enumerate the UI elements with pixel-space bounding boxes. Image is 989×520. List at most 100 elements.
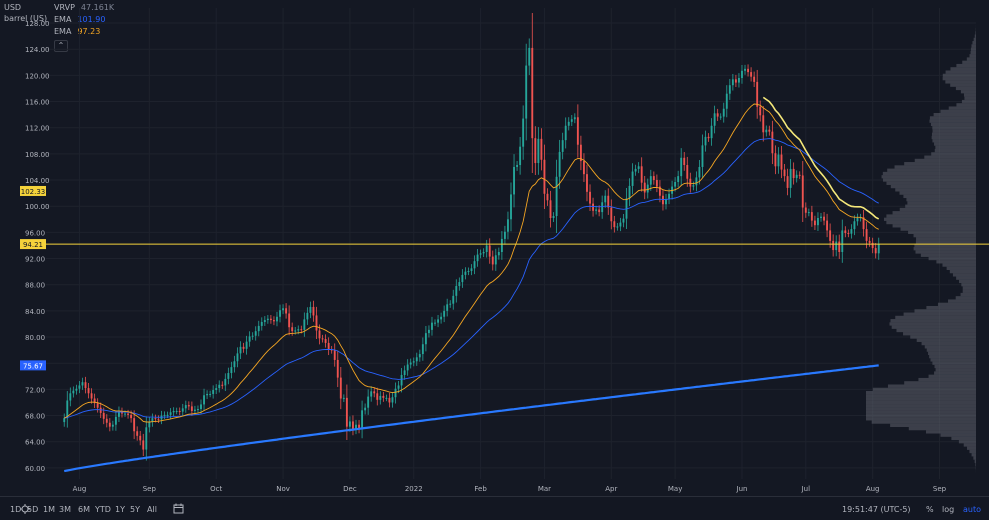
candle-body bbox=[483, 252, 485, 253]
y-tick-label: 124.00 bbox=[25, 46, 50, 54]
volume-profile-bar bbox=[973, 456, 976, 459]
volume-profile-bar bbox=[971, 51, 976, 54]
candle-body bbox=[504, 232, 506, 239]
volume-profile-bar bbox=[914, 309, 976, 312]
y-tick-label: 108.00 bbox=[25, 151, 50, 159]
volume-profile-bar bbox=[889, 322, 976, 325]
candle-body bbox=[103, 413, 105, 419]
candle-body bbox=[477, 255, 479, 262]
volume-profile-bar bbox=[882, 175, 976, 178]
volume-profile-bar bbox=[900, 208, 976, 211]
candle-body bbox=[571, 119, 573, 122]
candle-body bbox=[635, 169, 637, 172]
candle-body bbox=[145, 427, 147, 449]
y-tick-label: 64.00 bbox=[25, 439, 45, 447]
candle-body bbox=[717, 113, 719, 116]
candle-body bbox=[279, 310, 281, 317]
timeframe-1m-button[interactable]: 1M bbox=[43, 505, 55, 514]
candle-body bbox=[683, 158, 685, 165]
volume-profile-bar bbox=[895, 316, 976, 319]
volume-profile-bar bbox=[969, 450, 976, 453]
candle-body bbox=[91, 393, 93, 398]
volume-profile-bar bbox=[936, 260, 976, 263]
candle-body bbox=[434, 323, 436, 324]
candle-body bbox=[227, 373, 229, 379]
volume-profile-bar bbox=[893, 224, 976, 227]
volume-profile-bar bbox=[947, 267, 976, 270]
clock: 19:51:47 (UTC-5) bbox=[842, 505, 911, 514]
candle-body bbox=[291, 327, 293, 331]
volume-profile-bar bbox=[866, 414, 976, 417]
candle-body bbox=[711, 126, 713, 138]
timeframe-3m-button[interactable]: 3M bbox=[59, 505, 71, 514]
candle-body bbox=[480, 253, 482, 254]
x-tick-label: May bbox=[668, 485, 682, 493]
volume-profile-bar bbox=[866, 407, 976, 410]
candle-body bbox=[124, 414, 126, 415]
candle-body bbox=[69, 393, 71, 400]
volume-profile-bar bbox=[890, 319, 976, 322]
timeframe-ytd-button[interactable]: YTD bbox=[95, 505, 111, 514]
volume-profile-bar bbox=[895, 165, 976, 168]
volume-profile-bar bbox=[908, 231, 976, 234]
x-tick-label: Feb bbox=[474, 485, 487, 493]
candle-body bbox=[258, 326, 260, 331]
candle-body bbox=[443, 311, 445, 317]
y-tick-label: 84.00 bbox=[25, 308, 45, 316]
log-scale-button[interactable]: log bbox=[942, 505, 954, 514]
candle-body bbox=[720, 117, 722, 118]
timeframe-all-button[interactable]: All bbox=[147, 505, 157, 514]
volume-profile-bar bbox=[950, 84, 976, 87]
candle-body bbox=[714, 113, 716, 125]
candle-body bbox=[632, 172, 634, 186]
volume-profile-bar bbox=[934, 142, 976, 145]
volume-profile-bar bbox=[866, 391, 976, 394]
volume-profile-bar bbox=[940, 110, 976, 113]
candle-body bbox=[85, 382, 87, 388]
timeframe-5y-button[interactable]: 5Y bbox=[130, 505, 140, 514]
volume-profile-bar bbox=[935, 365, 976, 368]
volume-profile-bar bbox=[932, 136, 976, 139]
candle-body bbox=[756, 82, 758, 107]
candle-body bbox=[510, 194, 512, 219]
candle-body bbox=[252, 336, 254, 337]
candle-body bbox=[82, 382, 84, 385]
volume-profile-bar bbox=[866, 411, 976, 414]
timeframe-1y-button[interactable]: 1Y bbox=[115, 505, 125, 514]
y-tick-label: 80.00 bbox=[25, 334, 45, 342]
volume-profile-bar bbox=[896, 329, 976, 332]
candle-body bbox=[844, 230, 846, 233]
candle-body bbox=[568, 122, 570, 126]
auto-scale-button[interactable]: auto bbox=[963, 505, 981, 514]
candle-body bbox=[708, 137, 710, 138]
candle-body bbox=[452, 296, 454, 304]
volume-profile-bar bbox=[975, 34, 976, 37]
volume-profile-bar bbox=[938, 303, 976, 306]
volume-profile-bar bbox=[866, 401, 976, 404]
percent-scale-button[interactable]: % bbox=[926, 505, 934, 514]
timeframe-6m-button[interactable]: 6M bbox=[78, 505, 90, 514]
candle-body bbox=[495, 255, 497, 264]
candle-body bbox=[130, 415, 132, 418]
price-chart[interactable]: 60.0064.0068.0072.0076.0080.0084.0088.00… bbox=[0, 0, 989, 496]
ema-line bbox=[64, 104, 879, 422]
volume-profile-bar bbox=[901, 227, 976, 230]
candle-body bbox=[215, 388, 217, 390]
candle-body bbox=[641, 166, 643, 182]
volume-profile-bar bbox=[934, 113, 976, 116]
candle-body bbox=[364, 408, 366, 411]
y-tick-label: 96.00 bbox=[25, 229, 45, 237]
volume-profile-bar bbox=[904, 313, 976, 316]
timeframe-1d-button[interactable]: 1D bbox=[10, 505, 21, 514]
volume-profile-bar bbox=[888, 384, 976, 387]
volume-profile-bar bbox=[961, 283, 976, 286]
volume-profile-bar bbox=[967, 447, 976, 450]
x-tick-label: Aug bbox=[73, 485, 87, 493]
calendar-range-icon[interactable] bbox=[173, 503, 184, 514]
timeframe-5d-button[interactable]: 5D bbox=[27, 505, 38, 514]
candle-body bbox=[726, 94, 728, 109]
candle-body bbox=[212, 390, 214, 394]
volume-profile-bar bbox=[949, 106, 976, 109]
candle-body bbox=[686, 165, 688, 179]
candle-body bbox=[203, 395, 205, 404]
